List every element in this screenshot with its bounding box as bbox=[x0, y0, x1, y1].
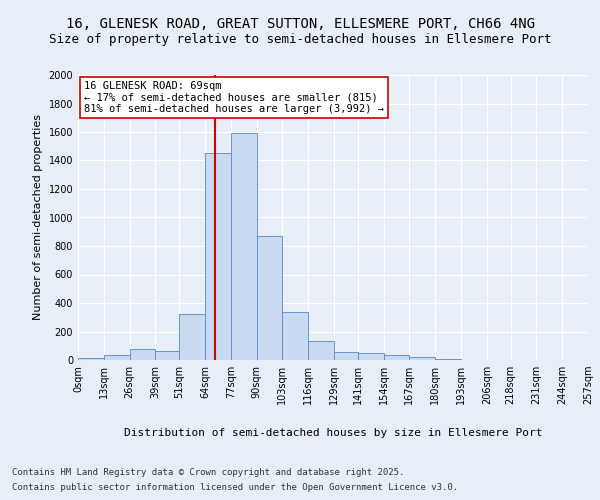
Bar bbox=[383, 355, 409, 360]
Bar bbox=[409, 357, 435, 360]
Bar bbox=[130, 350, 155, 360]
Bar bbox=[78, 358, 104, 360]
Bar bbox=[104, 355, 130, 360]
Text: Contains HM Land Registry data © Crown copyright and database right 2025.: Contains HM Land Registry data © Crown c… bbox=[12, 468, 404, 477]
Text: Size of property relative to semi-detached houses in Ellesmere Port: Size of property relative to semi-detach… bbox=[49, 32, 551, 46]
Text: 16, GLENESK ROAD, GREAT SUTTON, ELLESMERE PORT, CH66 4NG: 16, GLENESK ROAD, GREAT SUTTON, ELLESMER… bbox=[65, 18, 535, 32]
Text: Distribution of semi-detached houses by size in Ellesmere Port: Distribution of semi-detached houses by … bbox=[124, 428, 542, 438]
Bar bbox=[257, 236, 283, 360]
Bar bbox=[308, 342, 334, 360]
Bar bbox=[205, 154, 231, 360]
Bar bbox=[283, 312, 308, 360]
Bar bbox=[435, 358, 461, 360]
Bar bbox=[358, 353, 383, 360]
Bar bbox=[179, 314, 205, 360]
Text: Contains public sector information licensed under the Open Government Licence v3: Contains public sector information licen… bbox=[12, 483, 458, 492]
Y-axis label: Number of semi-detached properties: Number of semi-detached properties bbox=[33, 114, 43, 320]
Bar bbox=[334, 352, 358, 360]
Bar bbox=[231, 134, 257, 360]
Text: 16 GLENESK ROAD: 69sqm
← 17% of semi-detached houses are smaller (815)
81% of se: 16 GLENESK ROAD: 69sqm ← 17% of semi-det… bbox=[84, 80, 384, 114]
Bar bbox=[155, 350, 179, 360]
